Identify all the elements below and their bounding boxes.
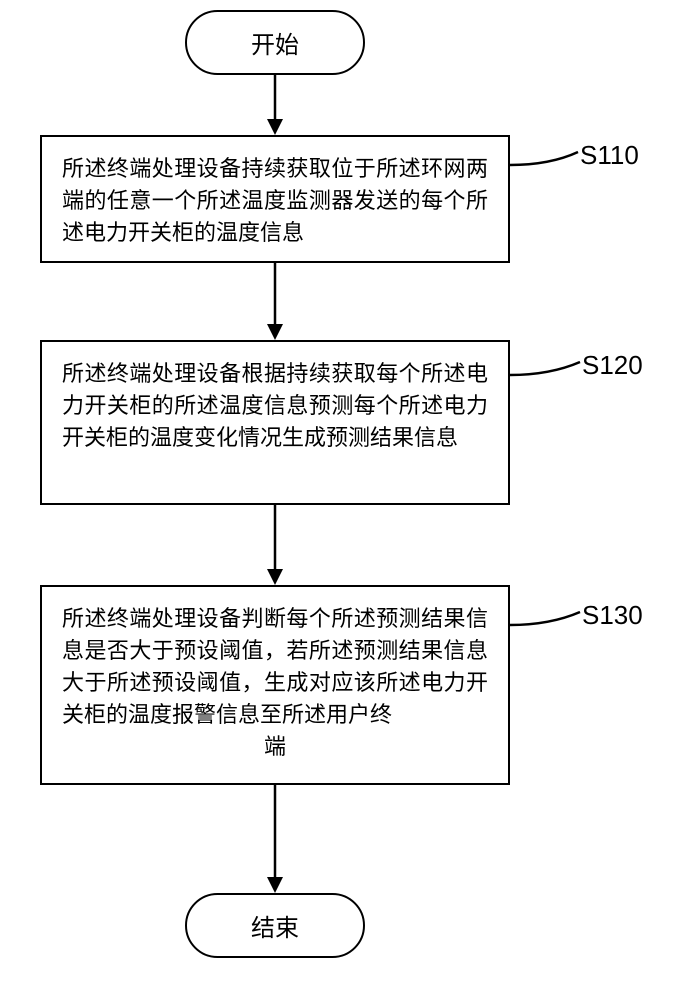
start-label: 开始 — [251, 25, 299, 60]
connector-s120 — [510, 350, 585, 385]
flowchart-container: 开始 所述终端处理设备持续获取位于所述环网两端的任意一个所述温度监测器发送的每个… — [0, 0, 698, 1000]
connector-s130 — [510, 600, 585, 635]
process-s130-main: 所述终端处理设备判断每个所述预测结果信息是否大于预设阈值，若所述预测结果信息大于… — [62, 606, 488, 727]
arrow-s120-s130 — [262, 505, 288, 587]
terminal-end: 结束 — [185, 893, 365, 958]
label-s120: S120 — [582, 350, 643, 381]
label-s130: S130 — [582, 600, 643, 631]
process-s120-text: 所述终端处理设备根据持续获取每个所述电力开关柜的所述温度信息预测每个所述电力开关… — [62, 358, 488, 454]
arrow-s130-end — [262, 785, 288, 895]
process-s130-last: 端 — [62, 731, 488, 763]
arrow-s110-s120 — [262, 263, 288, 342]
connector-s110 — [510, 140, 585, 175]
label-s110: S110 — [580, 140, 639, 171]
end-label: 结束 — [251, 908, 299, 943]
process-s120: 所述终端处理设备根据持续获取每个所述电力开关柜的所述温度信息预测每个所述电力开关… — [40, 340, 510, 505]
process-s110: 所述终端处理设备持续获取位于所述环网两端的任意一个所述温度监测器发送的每个所述电… — [40, 135, 510, 263]
process-s110-text: 所述终端处理设备持续获取位于所述环网两端的任意一个所述温度监测器发送的每个所述电… — [62, 153, 488, 249]
arrow-start-s110 — [262, 75, 288, 137]
process-s130-text: 所述终端处理设备判断每个所述预测结果信息是否大于预设阈值，若所述预测结果信息大于… — [62, 603, 488, 762]
process-s130: 所述终端处理设备判断每个所述预测结果信息是否大于预设阈值，若所述预测结果信息大于… — [40, 585, 510, 785]
terminal-start: 开始 — [185, 10, 365, 75]
